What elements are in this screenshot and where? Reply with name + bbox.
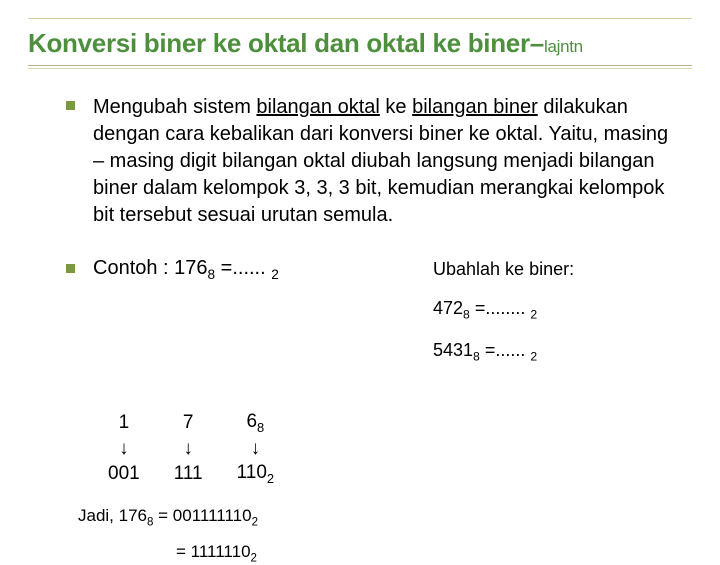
ex1-sub1: 8 xyxy=(463,308,470,322)
exercise-line-2: 54318 =...... 2 xyxy=(433,340,574,364)
cell-110-sub: 2 xyxy=(267,471,274,486)
table-row: 001 111 1102 xyxy=(92,462,290,486)
jadi-sub3: 2 xyxy=(251,553,257,565)
cell-001: 001 xyxy=(92,462,156,486)
conversion-table: 1 7 68 ↓ ↓ ↓ 001 111 1102 xyxy=(90,409,292,488)
title-dash: – xyxy=(530,28,544,58)
jadi-pre: Jadi, 176 xyxy=(78,506,147,525)
cell-6: 68 xyxy=(221,411,290,435)
cell-1: 1 xyxy=(92,411,156,435)
contoh-main: Contoh : 176 xyxy=(93,257,208,279)
ex2-sub1: 8 xyxy=(473,349,480,363)
paragraph-text: Mengubah sistem bilangan oktal ke bilang… xyxy=(93,94,682,229)
page-title: Konversi biner ke oktal dan oktal ke bin… xyxy=(28,18,692,59)
table-row: ↓ ↓ ↓ xyxy=(92,437,290,460)
cell-110-val: 110 xyxy=(237,462,267,483)
exercise-header: Ubahlah ke biner: xyxy=(433,259,574,280)
bullet-item-1: Mengubah sistem bilangan oktal ke bilang… xyxy=(66,94,682,229)
contoh-sub2: 2 xyxy=(271,267,279,282)
ex2-num: 5431 xyxy=(433,340,473,360)
para-mid1: ke xyxy=(380,96,412,118)
square-bullet-icon xyxy=(66,264,75,273)
cell-6-val: 6 xyxy=(246,411,257,432)
title-main: Konversi biner ke oktal dan oktal ke bin… xyxy=(28,28,530,58)
contoh-label: Contoh : 1768 =...... 2 xyxy=(93,257,279,279)
contoh-mid: =...... xyxy=(215,257,271,279)
exercise-column: Ubahlah ke biner: 4728 =........ 2 54318… xyxy=(393,257,574,381)
ex1-mid: =........ xyxy=(470,298,531,318)
title-container: Konversi biner ke oktal dan oktal ke bin… xyxy=(28,18,692,66)
para-u2: bilangan biner xyxy=(412,96,538,118)
ex1-num: 472 xyxy=(433,298,463,318)
result-line-1: Jadi, 1768 = 0011111102 xyxy=(78,506,692,528)
bullet-item-2: Contoh : 1768 =...... 2 Ubahlah ke biner… xyxy=(66,257,682,381)
jadi-sub2: 2 xyxy=(252,516,258,528)
cell-6-sub: 8 xyxy=(257,420,264,435)
table-row: 1 7 68 xyxy=(92,411,290,435)
down-arrow-icon: ↓ xyxy=(158,437,219,460)
cell-110: 1102 xyxy=(221,462,290,486)
para-u1: bilangan oktal xyxy=(256,96,379,118)
down-arrow-icon: ↓ xyxy=(92,437,156,460)
down-arrow-icon: ↓ xyxy=(221,437,290,460)
ex2-sub2: 2 xyxy=(530,349,537,363)
square-bullet-icon xyxy=(66,101,75,110)
result-line-2: = 11111102 xyxy=(176,542,692,564)
para-pre: Mengubah sistem xyxy=(93,96,256,118)
jadi-mid: = 001111110 xyxy=(153,506,251,525)
content-area: Mengubah sistem bilangan oktal ke bilang… xyxy=(28,68,692,381)
jadi-eq2: = 1111110 xyxy=(176,542,251,561)
title-suffix: lajntn xyxy=(544,37,583,56)
ex2-mid: =...... xyxy=(480,340,531,360)
contoh-left: Contoh : 1768 =...... 2 xyxy=(93,257,393,282)
contoh-sub1: 8 xyxy=(208,267,216,282)
exercise-line-1: 4728 =........ 2 xyxy=(433,298,574,322)
cell-111: 111 xyxy=(158,462,219,486)
ex1-sub2: 2 xyxy=(530,308,537,322)
cell-7: 7 xyxy=(158,411,219,435)
